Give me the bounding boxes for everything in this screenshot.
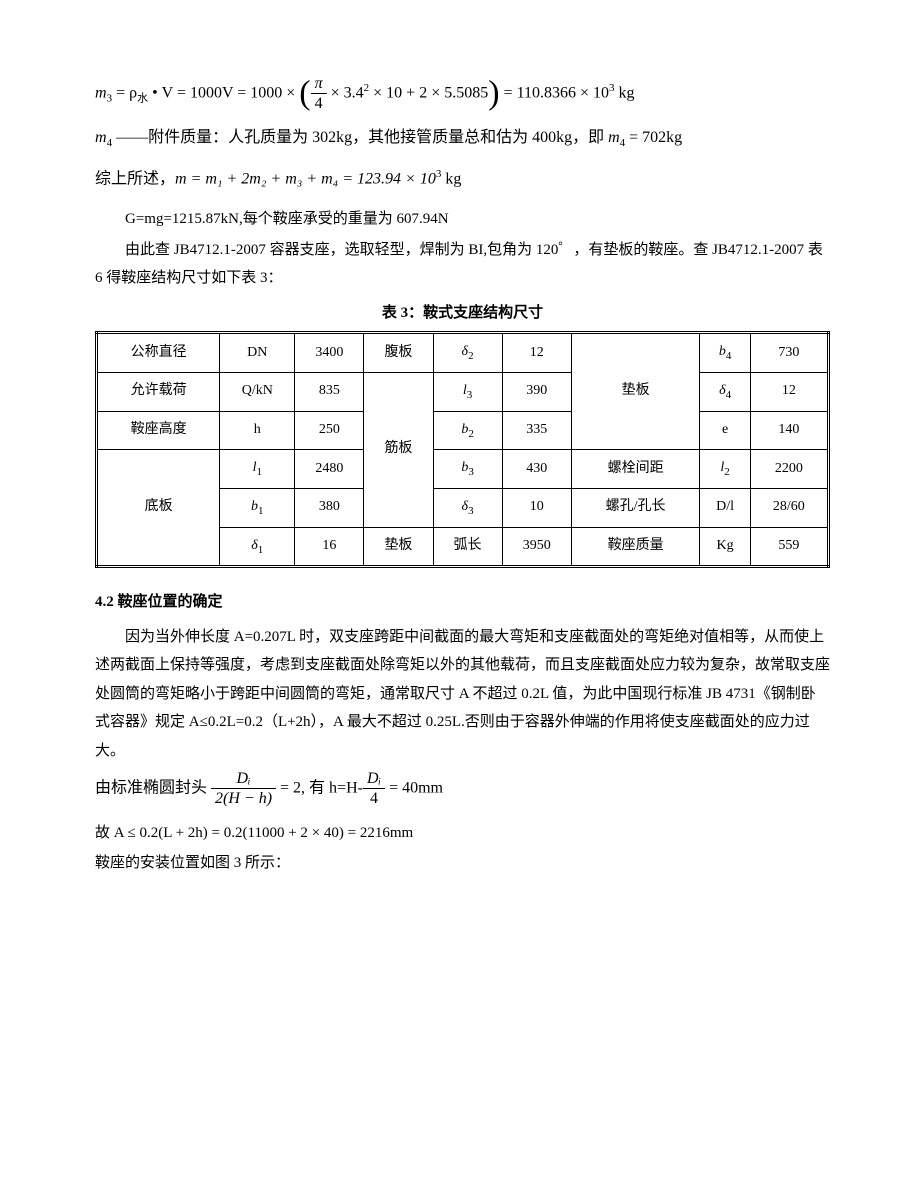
var-m4: m <box>95 129 107 146</box>
cell: 允许载荷 <box>97 372 220 411</box>
cell: 3400 <box>295 333 364 373</box>
section-4-2: 4.2 鞍座位置的确定 <box>95 588 830 617</box>
cell: 380 <box>295 488 364 527</box>
cell: 250 <box>295 411 364 450</box>
cell: l2 <box>700 450 750 489</box>
cell: 140 <box>750 411 828 450</box>
cell: 390 <box>502 372 571 411</box>
formula-m4-desc: m4 ——附件质量：人孔质量为 302kg，其他接管质量总和估为 400kg，即… <box>95 123 830 154</box>
cell: DN <box>220 333 295 373</box>
cell: l1 <box>220 450 295 489</box>
table-caption: 表 3：鞍式支座结构尺寸 <box>95 299 830 328</box>
cell: 10 <box>502 488 571 527</box>
m4-val: = 702kg <box>625 129 682 146</box>
cell: b2 <box>433 411 502 450</box>
sub-rho: 水 <box>137 93 148 105</box>
cell: b4 <box>700 333 750 373</box>
cell: b3 <box>433 450 502 489</box>
cell: 16 <box>295 527 364 567</box>
cell: 12 <box>750 372 828 411</box>
cell: Kg <box>700 527 750 567</box>
frac-pi4: π4 <box>311 74 327 113</box>
cell: 3950 <box>502 527 571 567</box>
formula-a: 故 A ≤ 0.2(L + 2h) = 0.2(11000 + 2 × 40) … <box>95 819 830 848</box>
cell: 559 <box>750 527 828 567</box>
expr-part2: × 3.4 <box>327 84 364 101</box>
eq2: = 2, 有 h=H- <box>276 780 363 797</box>
formula-m3: m3 = ρ水 • V = 1000V = 1000 × (π4 × 3.42 … <box>95 74 830 113</box>
var-m4r: m <box>608 129 620 146</box>
m4-text: ——附件质量：人孔质量为 302kg，其他接管质量总和估为 400kg，即 <box>112 129 608 146</box>
cell: h <box>220 411 295 450</box>
cell: 垫板 <box>364 527 433 567</box>
cell: l3 <box>433 372 502 411</box>
sum-lead: 综上所述， <box>95 171 175 188</box>
cell: δ1 <box>220 527 295 567</box>
cell: b1 <box>220 488 295 527</box>
formula-sum: 综上所述，m = m₁ + 2m₂ + m₃ + m₄ = 123.94 × 1… <box>95 164 830 195</box>
cell: 腹板 <box>364 333 433 373</box>
cell: 2200 <box>750 450 828 489</box>
expr-part3: × 10 + 2 × 5.5085 <box>369 84 488 101</box>
formula-head: 由标准椭圆封头 Dᵢ2(H − h) = 2, 有 h=H-Dᵢ4 = 40mm <box>95 769 830 808</box>
cell: Q/kN <box>220 372 295 411</box>
sum-expr: m = m₁ + 2m₂ + m₃ + m₄ = 123.94 × 10 <box>175 171 436 188</box>
cell: 螺孔/孔长 <box>571 488 700 527</box>
cell: 835 <box>295 372 364 411</box>
spec-table: 公称直径 DN 3400 腹板 δ2 12 垫板 b4 730 允许载荷 Q/k… <box>95 331 830 568</box>
para-lookup: 由此查 JB4712.1-2007 容器支座，选取轻型，焊制为 BI,包角为 1… <box>95 236 830 293</box>
cell: 螺栓间距 <box>571 450 700 489</box>
cell-rib: 筋板 <box>364 372 433 527</box>
cell: 28/60 <box>750 488 828 527</box>
cell: 335 <box>502 411 571 450</box>
cell: 730 <box>750 333 828 373</box>
sum-unit: kg <box>441 171 461 188</box>
cell: δ3 <box>433 488 502 527</box>
table-row: 允许载荷 Q/kN 835 筋板 l3 390 δ4 12 <box>97 372 829 411</box>
expr-close: = 110.8366 × 10 <box>500 84 609 101</box>
cell-baseplate: 底板 <box>97 450 220 567</box>
var-m: m <box>95 84 107 101</box>
cell: δ2 <box>433 333 502 373</box>
fig-ref: 鞍座的安装位置如图 3 所示： <box>95 849 830 878</box>
cell: δ4 <box>700 372 750 411</box>
cell: 公称直径 <box>97 333 220 373</box>
para-42: 因为当外伸长度 A=0.207L 时，双支座跨距中间截面的最大弯矩和支座截面处的… <box>95 623 830 766</box>
eq: = ρ <box>112 84 137 101</box>
cell: 12 <box>502 333 571 373</box>
table-row: 鞍座高度 h 250 b2 335 e 140 <box>97 411 829 450</box>
table-row: 底板 l1 2480 b3 430 螺栓间距 l2 2200 <box>97 450 829 489</box>
cell-pad: 垫板 <box>571 333 700 450</box>
expr-part1: • V = 1000V = 1000 × <box>148 84 299 101</box>
cell: 弧长 <box>433 527 502 567</box>
weight-line: G=mg=1215.87kN,每个鞍座承受的重量为 607.94N <box>95 205 830 234</box>
cell: 430 <box>502 450 571 489</box>
cell: D/l <box>700 488 750 527</box>
cell: 鞍座质量 <box>571 527 700 567</box>
eq40: = 40mm <box>385 780 443 797</box>
frac-di2: Dᵢ4 <box>363 769 385 808</box>
head-lead: 由标准椭圆封头 <box>95 780 207 797</box>
cell: 鞍座高度 <box>97 411 220 450</box>
table-row: 公称直径 DN 3400 腹板 δ2 12 垫板 b4 730 <box>97 333 829 373</box>
frac-di1: Dᵢ2(H − h) <box>211 769 276 808</box>
unit-kg: kg <box>615 84 635 101</box>
cell: e <box>700 411 750 450</box>
cell: 2480 <box>295 450 364 489</box>
